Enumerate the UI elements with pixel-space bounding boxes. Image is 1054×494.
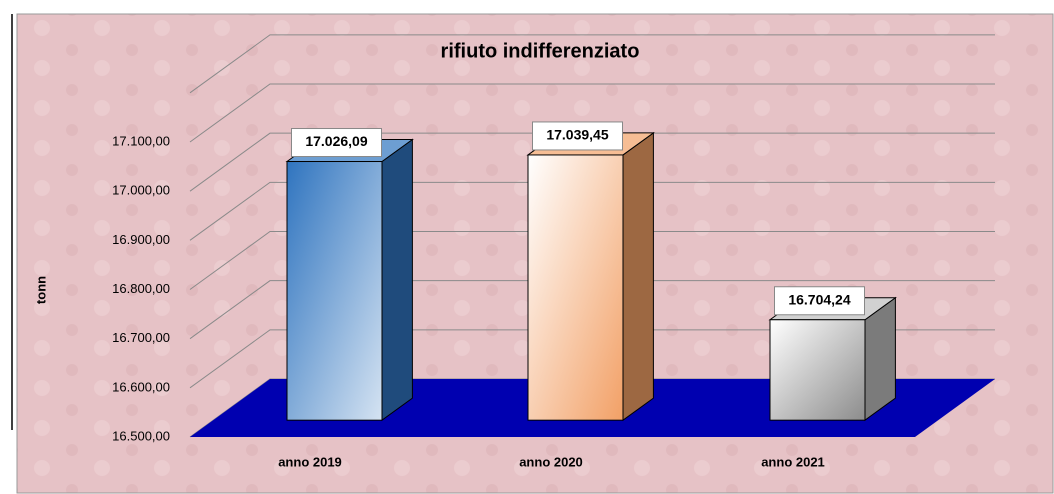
grid-line <box>189 280 995 340</box>
y-tick-label: 16.500,00 <box>112 428 170 443</box>
bar-side <box>622 131 654 422</box>
grid-line <box>189 132 995 192</box>
x-tick-label: anno 2020 <box>519 454 583 469</box>
left-strip <box>0 0 16 494</box>
y-tick-label: 16.900,00 <box>112 232 170 247</box>
grid-line <box>189 83 995 143</box>
grid-line <box>189 34 995 94</box>
y-tick-label: 17.000,00 <box>112 183 170 198</box>
grid-line <box>189 329 995 389</box>
x-tick-label: anno 2019 <box>278 454 342 469</box>
y-axis-label: tonn <box>33 276 48 304</box>
bar-front <box>527 154 624 421</box>
value-label-box <box>291 128 382 158</box>
bar <box>285 138 414 422</box>
value-label: 17.026,09 <box>305 133 367 149</box>
y-tick-label: 16.700,00 <box>112 330 170 345</box>
y-tick-label: 17.100,00 <box>112 133 170 148</box>
y-tick-label: 16.600,00 <box>112 379 170 394</box>
plot: 16.500,00 16.600,00 16.700,00 16.800,00 16.9… <box>112 34 995 469</box>
value-label: 17.039,45 <box>546 127 608 143</box>
value-label-box <box>532 121 623 151</box>
y-tick-label: 16.800,00 <box>112 281 170 296</box>
grid-line <box>189 231 995 290</box>
bar <box>526 131 655 422</box>
bar-side <box>381 138 413 422</box>
value-label: 16.704,24 <box>788 291 850 307</box>
x-tick-label: anno 2021 <box>761 454 825 469</box>
bar-front <box>769 319 866 421</box>
chart-title: rifiuto indifferenziato <box>441 40 640 62</box>
bar <box>768 296 897 422</box>
grid-line <box>189 181 995 241</box>
bar-front <box>286 161 383 421</box>
value-label-box <box>774 286 865 316</box>
